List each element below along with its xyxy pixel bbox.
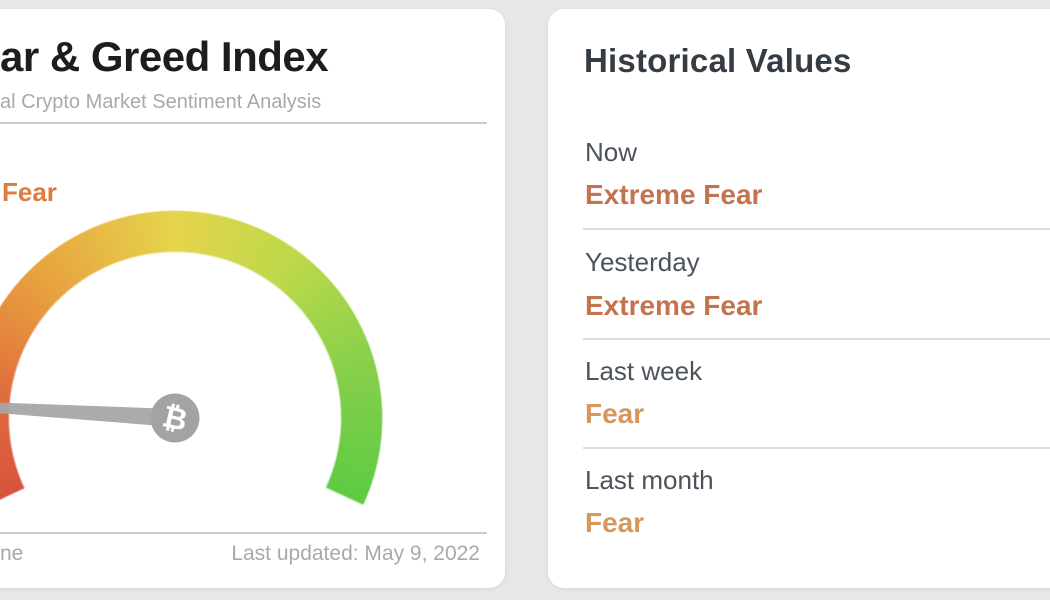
row-label-now: Now	[585, 137, 638, 167]
header-divider	[0, 122, 487, 124]
last-updated-text: Last updated: May 9, 2022	[231, 542, 480, 565]
row-value-now: Extreme Fear	[585, 179, 763, 210]
footer-site-link[interactable]: ne	[0, 542, 24, 565]
row-divider	[583, 338, 1050, 340]
current-sentiment-label: Fear	[2, 177, 57, 207]
row-label-yesterday: Yesterday	[585, 247, 700, 277]
row-value-yesterday: Extreme Fear	[585, 290, 763, 321]
row-label-last-month: Last month	[585, 465, 714, 495]
row-value-last-month: Fear	[585, 507, 645, 538]
gauge-card-subtitle: al Crypto Market Sentiment Analysis	[0, 91, 322, 113]
row-divider	[583, 228, 1050, 230]
historical-card-title: Historical Values	[584, 42, 852, 79]
historical-values-card: Historical Values Now Extreme Fear Yeste…	[548, 9, 1050, 588]
row-divider	[583, 447, 1050, 449]
row-label-last-week: Last week	[585, 356, 703, 386]
gauge-card-title: ar & Greed Index	[0, 33, 329, 80]
gauge-needle	[0, 402, 175, 427]
bitcoin-coin-icon	[150, 393, 200, 443]
gauge-needle-overlay: ₿	[0, 393, 200, 443]
footer-divider	[0, 532, 487, 534]
row-value-last-week: Fear	[585, 398, 645, 429]
fear-greed-gauge-card: ar & Greed Index al Crypto Market Sentim…	[0, 9, 505, 600]
